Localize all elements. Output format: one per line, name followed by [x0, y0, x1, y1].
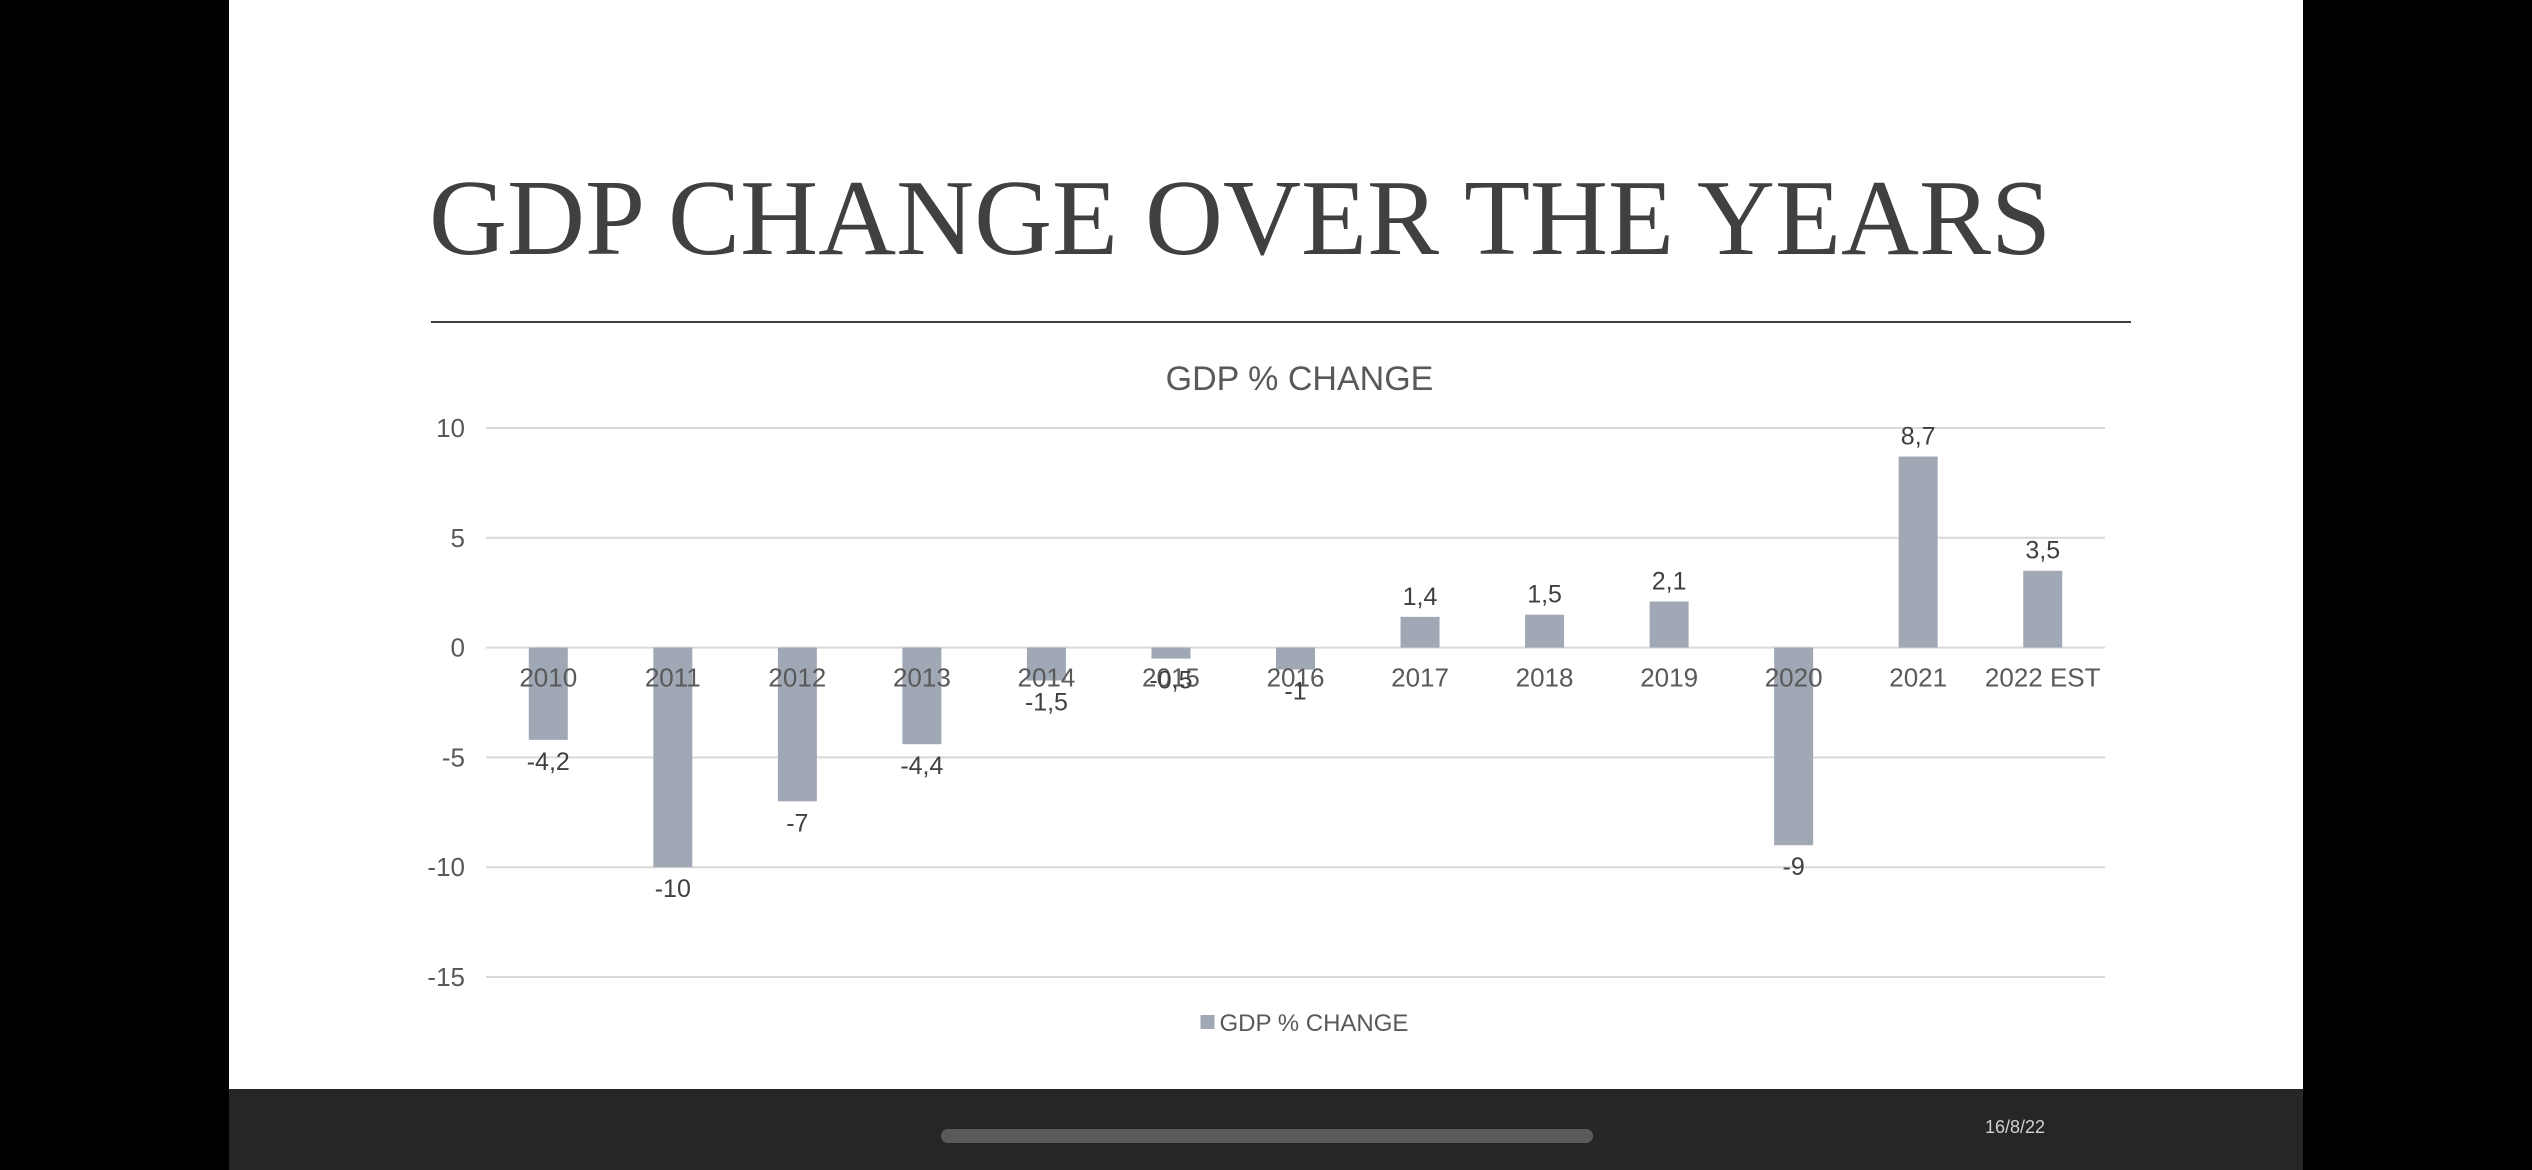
- x-tick-label: 2011: [645, 663, 701, 693]
- data-label: -1,5: [1025, 689, 1068, 717]
- y-tick-label: 10: [436, 413, 465, 443]
- x-tick-label: 2015: [1142, 663, 1200, 693]
- x-tick-label: 2019: [1640, 663, 1698, 693]
- data-label: -7: [786, 809, 808, 837]
- x-tick-label: 2012: [768, 663, 826, 693]
- x-tick-label: 2022 EST: [1985, 663, 2101, 693]
- data-label: -0,5: [1149, 667, 1192, 695]
- bar: [902, 647, 942, 745]
- bar: [1026, 647, 1066, 681]
- bar: [528, 647, 568, 740]
- x-tick-label: 2014: [1018, 663, 1076, 693]
- data-label: 3,5: [2025, 537, 2060, 565]
- bar: [2023, 570, 2063, 648]
- bar: [1649, 601, 1689, 648]
- bar: [1774, 647, 1814, 846]
- data-label: -4,2: [527, 748, 570, 776]
- data-label: 1,4: [1403, 583, 1438, 611]
- data-label: -9: [1783, 853, 1805, 881]
- y-tick-label: -5: [442, 742, 465, 772]
- legend-label: GDP % CHANGE: [1220, 1010, 1409, 1037]
- x-tick-label: 2018: [1516, 663, 1574, 693]
- x-tick-label: 2020: [1765, 663, 1823, 693]
- data-label: -1: [1284, 678, 1306, 706]
- slide: GDP CHANGE OVER THE YEARS GDP % CHANGE 10…: [229, 0, 2303, 1089]
- data-label: 2,1: [1652, 567, 1687, 595]
- gdp-bar-chart: GDP % CHANGE 10 5 0 -5 -10 -15 2010 2011 2012 2013…: [427, 360, 2105, 1037]
- bar: [1276, 647, 1315, 670]
- x-tick-label: 2016: [1267, 663, 1325, 693]
- data-label: 8,7: [1901, 423, 1936, 451]
- x-tick-label: 2010: [519, 663, 577, 693]
- title-divider: [431, 321, 2131, 323]
- y-tick-label: 0: [451, 633, 465, 663]
- scroll-handle[interactable]: [941, 1129, 1593, 1143]
- chart-title: GDP % CHANGE: [1166, 360, 1434, 398]
- data-label: -10: [655, 875, 691, 903]
- y-tick-label: -15: [427, 962, 465, 992]
- data-label: 1,5: [1527, 581, 1562, 609]
- bar: [653, 647, 693, 868]
- bottom-bar: 16/8/22: [229, 1089, 2303, 1170]
- data-label: -4,4: [900, 752, 943, 780]
- y-tick-label: -10: [427, 852, 465, 882]
- x-tick-label: 2013: [893, 663, 951, 693]
- x-tick-label: 2017: [1391, 663, 1449, 693]
- bar: [1525, 614, 1565, 648]
- legend-swatch: [1200, 1015, 1215, 1029]
- footer-date: 16/8/22: [1985, 1117, 2046, 1137]
- slide-title: GDP CHANGE OVER THE YEARS: [429, 159, 2052, 278]
- bar: [777, 647, 817, 802]
- x-tick-label: 2021: [1889, 663, 1947, 693]
- y-tick-label: 5: [451, 523, 465, 553]
- bar: [1400, 616, 1440, 648]
- bar: [1151, 647, 1191, 659]
- bar: [1898, 456, 1938, 648]
